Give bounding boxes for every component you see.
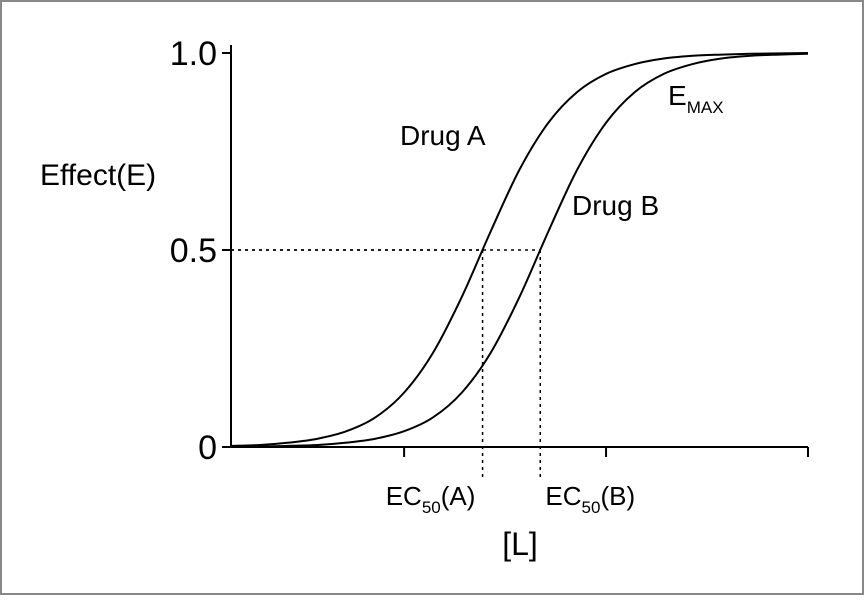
ec50-label: EC50(B) bbox=[545, 481, 635, 517]
curve bbox=[230, 52, 809, 447]
emax-sub: MAX bbox=[687, 98, 724, 117]
ec50-label-base: EC bbox=[545, 481, 581, 511]
ec50-label-suffix: (B) bbox=[600, 481, 635, 511]
y-tick-label: 1.0 bbox=[170, 35, 217, 73]
emax-base: E bbox=[668, 80, 687, 111]
ec50-label: EC50(A) bbox=[386, 481, 476, 517]
series-label: Drug B bbox=[572, 190, 659, 221]
curve bbox=[230, 52, 809, 448]
y-tick-label: 0 bbox=[198, 429, 217, 467]
ec50-label-base: EC bbox=[386, 481, 422, 511]
x-axis-label: [L] bbox=[502, 526, 538, 562]
series-label: Drug A bbox=[400, 120, 486, 151]
y-axis-label: Effect(E) bbox=[40, 159, 156, 192]
y-tick-label: 0.5 bbox=[170, 232, 217, 270]
ec50-label-sub: 50 bbox=[582, 498, 601, 517]
emax-label: EMAX bbox=[668, 80, 724, 117]
ec50-label-sub: 50 bbox=[422, 498, 441, 517]
ec50-label-suffix: (A) bbox=[441, 481, 476, 511]
